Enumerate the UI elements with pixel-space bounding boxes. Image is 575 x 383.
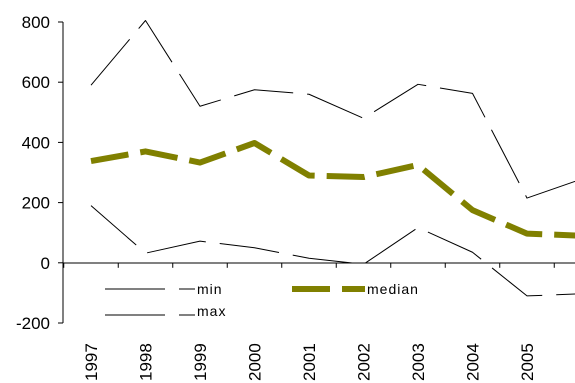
x-tick-label: 2003: [409, 343, 428, 381]
x-tick-label: 1997: [82, 343, 101, 381]
legend-label-max: max: [197, 303, 226, 319]
x-tick-label: 2005: [518, 343, 537, 381]
x-tick-label: 1998: [137, 343, 156, 381]
legend-label-median: median: [367, 281, 419, 297]
series-line-median: [90, 140, 575, 239]
legend: min median max: [105, 281, 419, 319]
series-lines: [90, 19, 575, 297]
y-axis: 800 600 400 200 0 -200: [16, 13, 64, 333]
x-tick-label: 2006: [573, 343, 575, 381]
y-tick-label: 600: [22, 73, 50, 92]
x-tick-label: 2001: [300, 343, 319, 381]
x-tick-label: 1999: [191, 343, 210, 381]
x-tick-label: 2004: [464, 343, 483, 381]
x-tick-label: 2000: [246, 343, 265, 381]
series-line-max: [90, 19, 575, 199]
x-axis: 1997 1998 1999 2000 2001 2002 2003 2004 …: [63, 262, 575, 381]
y-tick-label: 400: [22, 133, 50, 152]
y-tick-label: 200: [22, 194, 50, 213]
legend-label-min: min: [197, 281, 223, 297]
y-tick-label: 800: [22, 13, 50, 32]
x-tick-label: 2002: [355, 343, 374, 381]
y-tick-label: 0: [41, 254, 50, 273]
series-line-min: [90, 205, 575, 297]
y-tick-label: -200: [16, 314, 50, 333]
